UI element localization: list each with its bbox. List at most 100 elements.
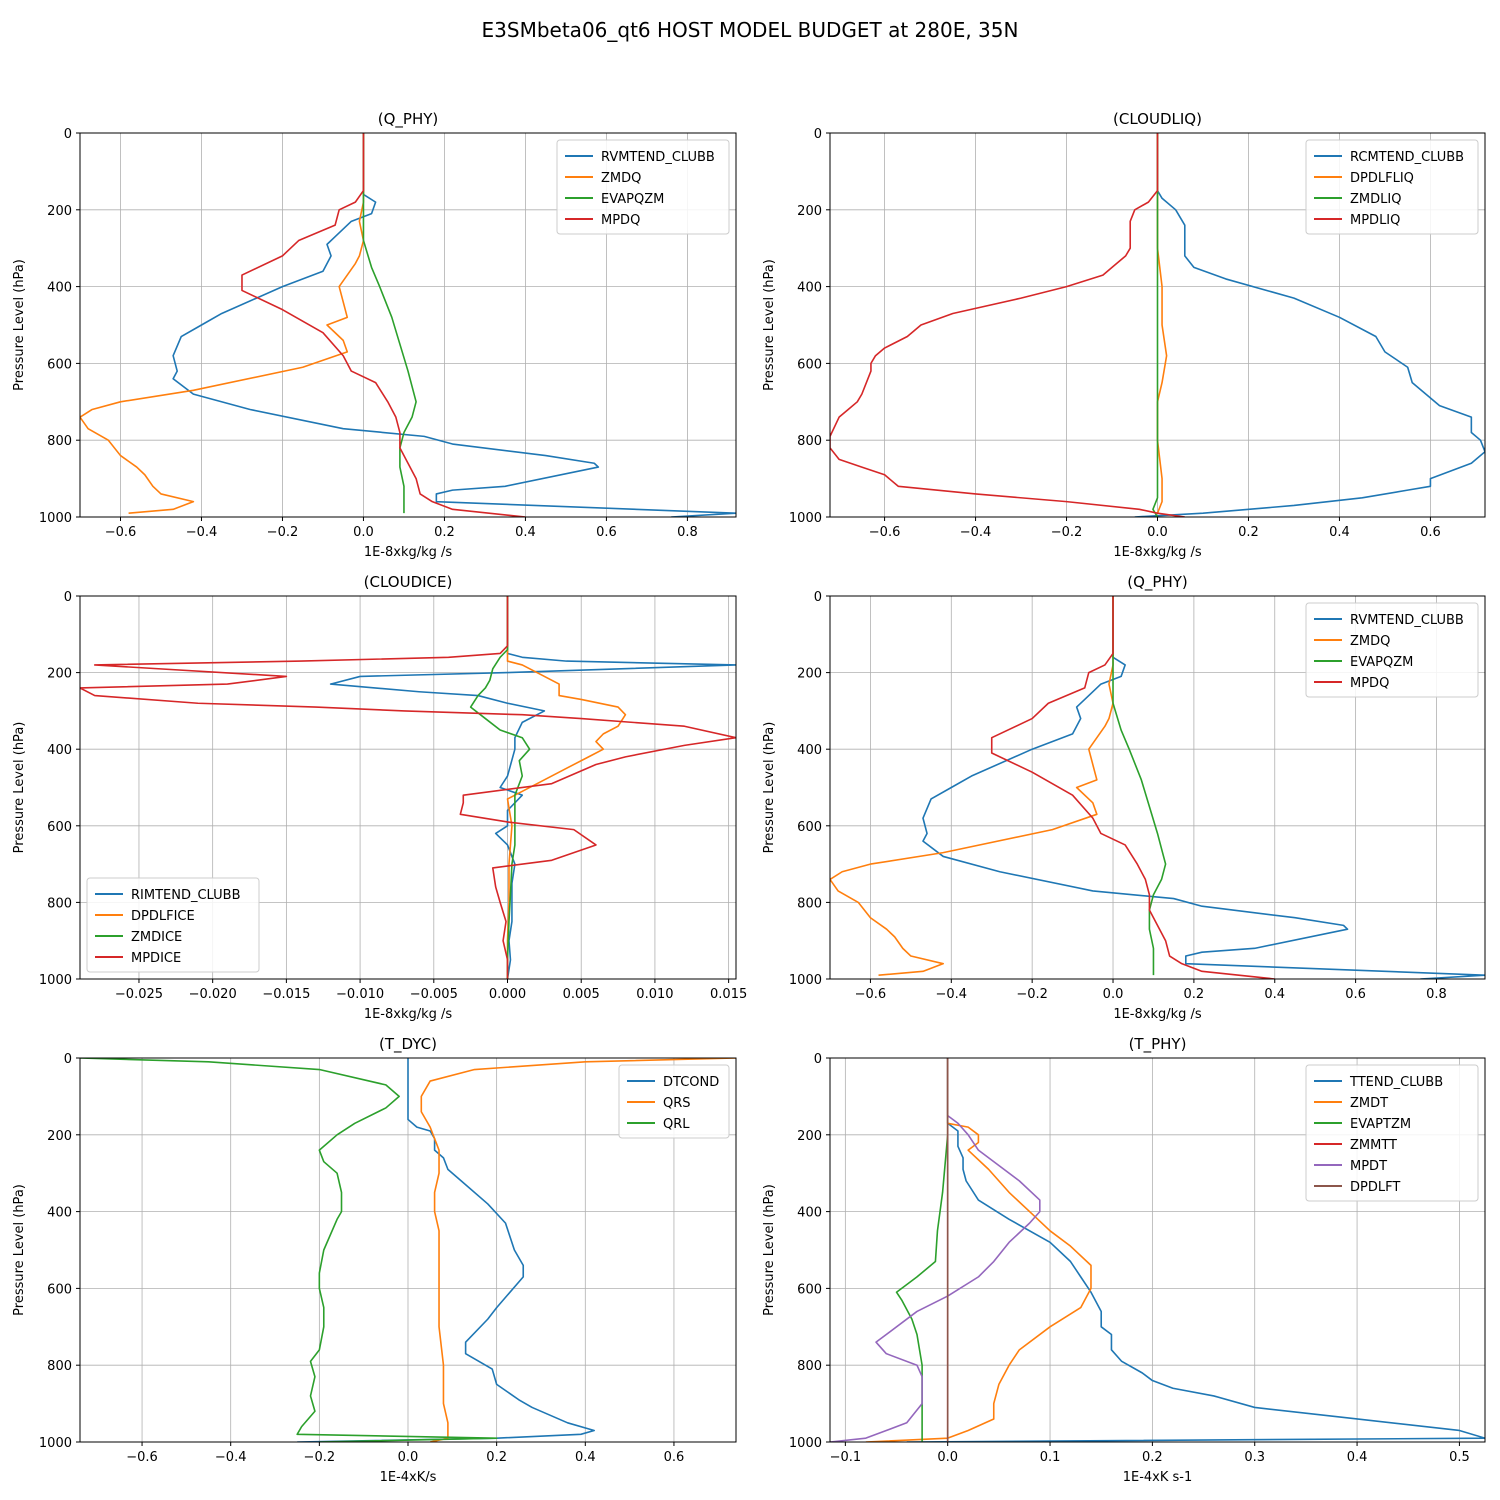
- panel-6: −0.1 0.0 0.1 0.2 0.3 0.4 0.5 0 200 400 600 800 1000 (…: [762, 1035, 1486, 1485]
- x-tick-label: −0.4: [936, 987, 968, 1002]
- panel-2-legend: RCMTEND_CLUBB DPDLFLIQ ZMDLIQ MPDLIQ: [1305, 139, 1479, 235]
- x-tick-label: 0.1: [1040, 1450, 1061, 1465]
- y-tick-label: 0: [814, 127, 822, 142]
- x-tick-label: −0.2: [267, 525, 299, 540]
- x-tick-label: 0.005: [563, 987, 600, 1002]
- x-tick-label: 0.5: [1449, 1450, 1470, 1465]
- series-line-zmdice: [469, 596, 531, 979]
- legend-entry-label: ZMDT: [1350, 1096, 1388, 1111]
- series-line-rvmtend-clubb: [922, 596, 1485, 979]
- y-tick-label: 800: [47, 896, 72, 911]
- y-tick-label: 200: [797, 1129, 822, 1144]
- x-tick-label: −0.2: [1016, 987, 1048, 1002]
- legend-box: [556, 139, 730, 235]
- series-line-rcmtend-clubb: [1134, 133, 1485, 517]
- legend-entry-label: MPDLIQ: [1350, 213, 1400, 228]
- series-line-mpdliq: [830, 133, 1185, 517]
- legend-entry-label: ZMDLIQ: [1350, 192, 1401, 207]
- x-tick-label: 0.8: [677, 525, 698, 540]
- legend-box: [1305, 1064, 1479, 1202]
- panel-6-series: [830, 1058, 1485, 1442]
- y-tick-label: 600: [47, 357, 72, 372]
- legend-entry-label: RCMTEND_CLUBB: [1350, 150, 1464, 165]
- x-tick-label: 0.4: [575, 1450, 596, 1465]
- y-tick-label: 1000: [39, 1436, 72, 1451]
- x-tick-label: −0.2: [304, 1450, 336, 1465]
- legend-entry-label: EVAPQZM: [601, 192, 664, 207]
- x-tick-label: −0.010: [336, 987, 384, 1002]
- panel-4-ylabel: Pressure Level (hPa): [762, 722, 777, 854]
- x-tick-label: 0.0: [398, 1450, 419, 1465]
- panel-3-series: [80, 596, 736, 979]
- y-tick-label: 200: [47, 204, 72, 219]
- x-tick-label: 0.015: [710, 987, 747, 1002]
- panel-4-series: [830, 596, 1485, 979]
- panel-5: −0.6 −0.4 −0.2 0.0 0.2 0.4 0.6 0 200 400 600 800 100…: [12, 1035, 737, 1485]
- panel-2-xlabel: 1E-8xkg/kg /s: [1113, 545, 1202, 560]
- panel-1-xlabel: 1E-8xkg/kg /s: [364, 545, 453, 560]
- legend-entry-label: MPDICE: [131, 951, 181, 966]
- legend-entry-label: QRS: [663, 1096, 691, 1111]
- series-line-ttend-clubb: [906, 1058, 1485, 1442]
- y-tick-label: 400: [47, 281, 72, 296]
- y-tick-label: 200: [47, 1129, 72, 1144]
- series-line-zmdliq: [1152, 133, 1159, 517]
- series-line-mpdq: [241, 133, 526, 517]
- x-tick-label: 0.0: [1103, 987, 1124, 1002]
- panel-4: −0.6 −0.4 −0.2 0.0 0.2 0.4 0.6 0.8 0 200 400 600 800…: [762, 573, 1486, 1022]
- x-tick-label: −0.4: [215, 1450, 247, 1465]
- x-tick-label: −0.1: [830, 1450, 862, 1465]
- y-tick-label: 200: [797, 667, 822, 682]
- legend-entry-label: MPDQ: [601, 213, 640, 228]
- panel-5-legend: DTCOND QRS QRL: [618, 1064, 730, 1139]
- legend-entry-label: EVAPTZM: [1350, 1117, 1411, 1132]
- y-tick-label: 0: [64, 1052, 72, 1067]
- legend-box: [1305, 139, 1479, 235]
- x-tick-label: 0.6: [1345, 987, 1366, 1002]
- panel-6-axes-frame: [829, 1057, 1486, 1443]
- x-tick-label: 0.4: [515, 525, 536, 540]
- series-line-rvmtend-clubb: [172, 133, 736, 517]
- y-tick-label: 0: [814, 1052, 822, 1067]
- legend-entry-label: QRL: [663, 1117, 690, 1132]
- panel-3-xlabel: 1E-8xkg/kg /s: [364, 1007, 453, 1022]
- legend-entry-label: ZMDQ: [1350, 634, 1390, 649]
- x-tick-label: 0.0: [1147, 525, 1168, 540]
- x-tick-label: 0.3: [1244, 1450, 1265, 1465]
- y-tick-label: 600: [47, 1282, 72, 1297]
- legend-entry-label: ZMMTT: [1350, 1138, 1397, 1153]
- legend-entry-label: RIMTEND_CLUBB: [131, 888, 241, 903]
- panel-3: −0.025 −0.020 −0.015 −0.010 −0.005 0.000 0.005…: [12, 573, 747, 1022]
- legend-entry-label: DPDLFLIQ: [1350, 171, 1414, 186]
- panel-4-xlabel: 1E-8xkg/kg /s: [1113, 1007, 1202, 1022]
- legend-entry-label: RVMTEND_CLUBB: [1350, 613, 1464, 628]
- x-tick-label: 0.2: [1238, 525, 1259, 540]
- x-tick-label: 0.2: [486, 1450, 507, 1465]
- y-tick-label: 400: [47, 1206, 72, 1221]
- x-tick-label: 0.6: [1420, 525, 1441, 540]
- legend-entry-label: TTEND_CLUBB: [1349, 1075, 1443, 1090]
- y-tick-label: 600: [47, 820, 72, 835]
- panel-6-title: (T_PHY): [1129, 1035, 1187, 1054]
- y-tick-label: 0: [814, 590, 822, 605]
- panel-2-ylabel: Pressure Level (hPa): [762, 259, 777, 391]
- legend-entry-label: MPDT: [1350, 1159, 1387, 1174]
- series-line-zmdq: [830, 596, 1114, 976]
- y-tick-label: 800: [47, 434, 72, 449]
- x-tick-label: −0.6: [105, 525, 137, 540]
- series-line-rimtend-clubb: [329, 596, 736, 979]
- panel-3-axes-frame: [79, 595, 737, 980]
- y-tick-label: 1000: [39, 511, 72, 526]
- legend-entry-label: DPDLFT: [1350, 1180, 1400, 1195]
- panel-6-ylabel: Pressure Level (hPa): [762, 1184, 777, 1316]
- panel-2-series: [830, 133, 1485, 517]
- y-tick-label: 800: [797, 1359, 822, 1374]
- y-tick-label: 0: [64, 590, 72, 605]
- y-tick-label: 800: [47, 1359, 72, 1374]
- y-tick-label: 1000: [789, 511, 822, 526]
- y-tick-label: 600: [797, 820, 822, 835]
- y-tick-label: 400: [797, 281, 822, 296]
- panel-5-title: (T_DYC): [379, 1035, 437, 1054]
